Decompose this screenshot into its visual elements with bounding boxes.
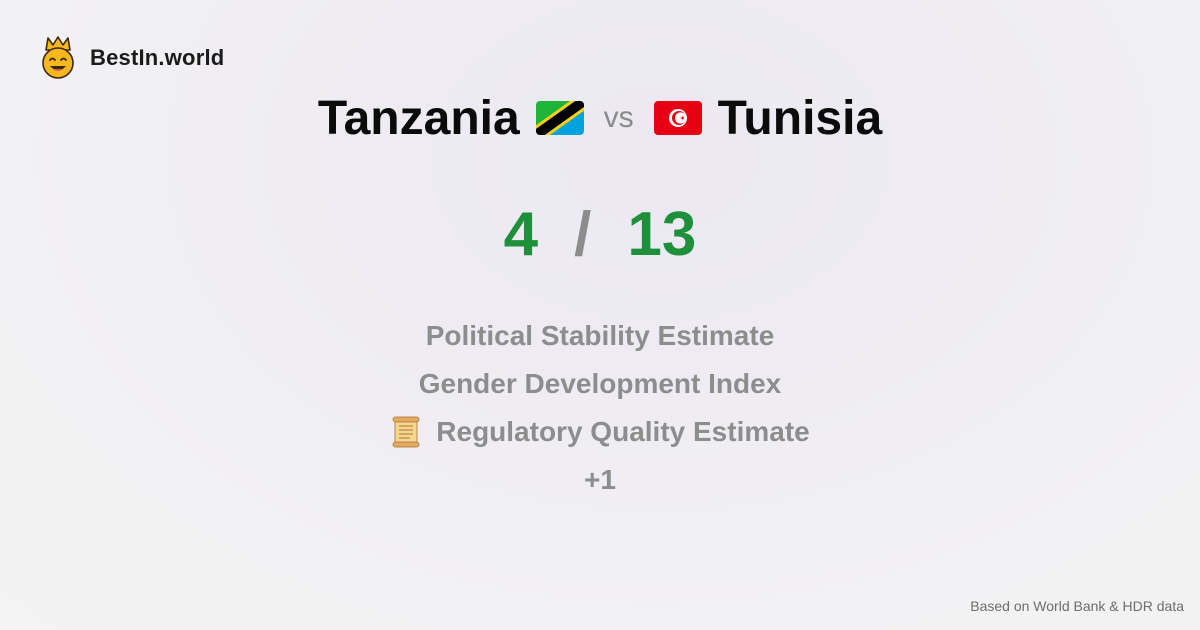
metric-label: Political Stability Estimate — [425, 320, 775, 351]
left-score: 4 — [503, 199, 539, 269]
metric-item: Political Stability Estimate — [426, 312, 775, 360]
metric-label: +1 — [584, 464, 616, 495]
score-separator: / — [574, 199, 592, 269]
score-display: 4 / 13 — [0, 196, 1200, 272]
metric-list: Political Stability Estimate Gender Deve… — [0, 312, 1200, 504]
metric-item: Gender Development Index — [419, 360, 782, 408]
left-country-name: Tanzania — [317, 91, 520, 145]
more-metrics-count: +1 — [584, 456, 616, 504]
vs-label: vs — [603, 101, 634, 134]
brand-name: BestIn.world — [90, 45, 225, 70]
data-source-note: Based on World Bank & HDR data — [970, 598, 1184, 614]
scroll-icon — [392, 416, 420, 448]
brand-link[interactable]: BestIn.world — [38, 36, 224, 80]
right-country-name: Tunisia — [717, 91, 883, 145]
tanzania-flag-icon — [535, 101, 584, 135]
right-score: 13 — [627, 199, 697, 269]
metric-label: Gender Development Index — [418, 368, 782, 399]
metric-item: Regulatory Quality Estimate — [390, 408, 810, 456]
tunisia-flag-icon — [653, 101, 702, 135]
comparison-title: Tanzania vs Tunisia — [0, 88, 1200, 148]
metric-label: Regulatory Quality Estimate — [436, 416, 810, 447]
crown-smiley-icon — [42, 36, 74, 79]
